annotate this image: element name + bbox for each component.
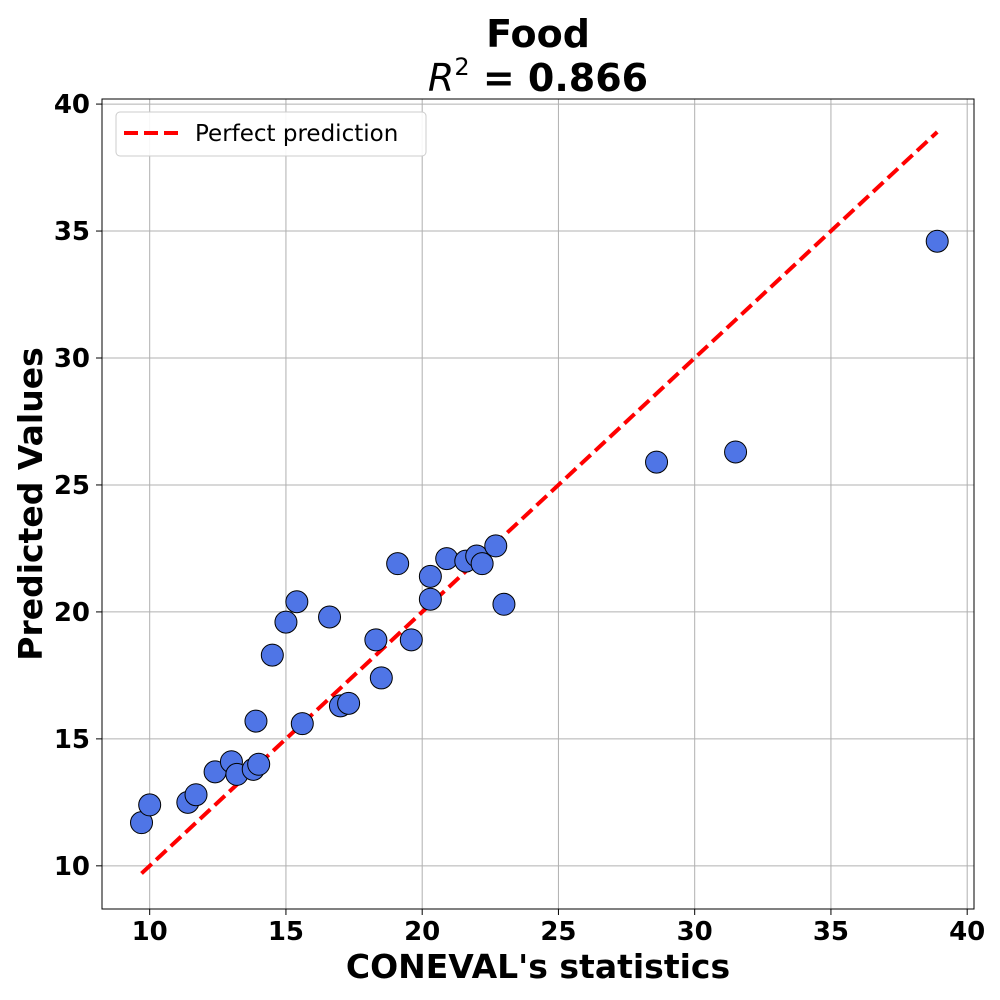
data-point [435,547,459,571]
data-point [318,605,342,629]
y-tick-label: 15 [54,725,90,755]
subtitle-value: = 0.866 [470,56,649,100]
legend-box [115,111,427,157]
y-tick-label: 25 [54,471,90,501]
data-point [645,450,669,474]
x-tick-label: 30 [677,917,713,947]
data-point [470,552,494,576]
data-point [184,783,208,807]
y-tick-label: 20 [54,598,90,628]
data-point [484,534,508,558]
x-axis-label: CONEVAL's statistics [346,947,730,986]
data-point [260,643,284,667]
plot-frame [101,98,975,910]
x-tick-label: 20 [404,917,440,947]
y-tick-label: 30 [54,344,90,374]
data-point [337,691,361,715]
data-point [399,628,423,652]
data-point [369,666,393,690]
chart-subtitle: R2 = 0.866 [428,53,648,100]
data-point [925,229,949,253]
data-point [364,628,388,652]
data-point [724,440,748,464]
data-point [418,564,442,588]
data-point [285,590,309,614]
x-tick-label: 35 [813,917,849,947]
x-tick-label: 40 [949,917,985,947]
legend: Perfect prediction [115,111,427,157]
data-point [386,552,410,576]
x-tick-label: 10 [132,917,168,947]
chart-title: Food [486,12,590,56]
data-point [492,592,516,616]
x-axis-ticks: 10 15 20 25 30 35 40 [132,909,985,947]
y-tick-label: 40 [54,90,90,120]
data-points [130,229,949,835]
y-axis-ticks: 10 15 20 25 30 35 40 [54,90,102,882]
data-point [418,587,442,611]
y-tick-label: 10 [54,852,90,882]
y-tick-label: 35 [54,217,90,247]
data-point [247,752,271,776]
subtitle-variable: R [428,56,454,100]
x-tick-label: 15 [268,917,304,947]
data-point [274,610,298,634]
subtitle-exponent: 2 [454,53,469,81]
data-point [138,793,162,817]
legend-label: Perfect prediction [195,121,398,147]
y-axis-label: Predicted Values [11,347,50,660]
x-tick-label: 25 [540,917,576,947]
data-point [290,712,314,736]
data-point [244,709,268,733]
perfect-prediction-line [140,130,939,875]
